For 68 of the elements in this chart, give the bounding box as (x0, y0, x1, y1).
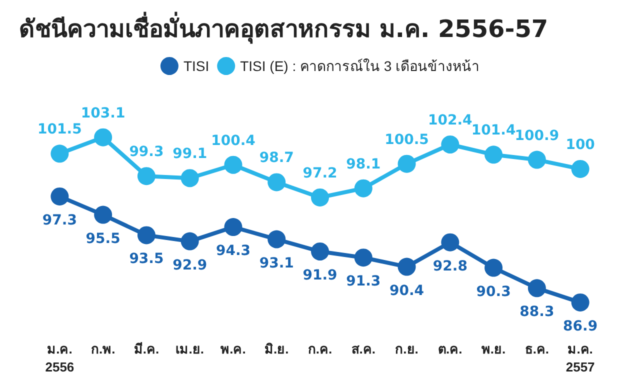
x-tick-label: ก.ค. (308, 342, 332, 356)
data-label: 97.3 (42, 212, 77, 228)
point (50, 187, 69, 206)
data-label: 101.4 (471, 122, 516, 139)
chart-title: ดัชนีความเชื่อมั่นภาคอุตสาหกรรม ม.ค. 2556-57 (19, 11, 548, 45)
point (180, 169, 199, 188)
point (180, 232, 199, 250)
legend-label: TISI (183, 58, 210, 74)
data-label: 98.7 (259, 150, 294, 166)
data-label: 93.1 (259, 255, 294, 272)
point (268, 173, 286, 192)
x-tick-label: พ.ย. (481, 342, 506, 356)
point (94, 128, 112, 146)
data-label: 91.9 (302, 267, 338, 284)
x-tick-label: ส.ค. (351, 342, 376, 356)
data-label: 100 (566, 136, 596, 153)
point (50, 144, 69, 163)
point (528, 279, 546, 298)
data-label: 103.1 (80, 105, 126, 122)
x-tick-label: ม.ค. 2557 (566, 342, 595, 374)
data-label: 100.9 (514, 128, 560, 144)
point (354, 248, 372, 267)
data-label: 98.1 (346, 156, 381, 172)
point (398, 154, 416, 173)
data-label: 92.9 (172, 257, 208, 274)
data-label: 97.2 (302, 165, 338, 182)
point (311, 188, 329, 206)
point (224, 156, 242, 174)
x-tick-label: พ.ค. (220, 342, 246, 356)
data-label: 100.4 (211, 132, 256, 149)
data-label: 95.5 (86, 230, 120, 247)
x-tick-label: เม.ย. (176, 342, 204, 356)
point (484, 146, 503, 164)
point (571, 160, 590, 178)
data-label: 100.5 (384, 132, 429, 148)
x-tick-label: ก.ย. (395, 342, 418, 356)
data-label: 93.5 (129, 251, 164, 268)
data-label: 102.4 (428, 112, 473, 128)
point (137, 167, 156, 186)
point (224, 218, 242, 236)
x-tick-label: มิ.ย. (264, 342, 289, 356)
point (354, 179, 372, 198)
data-label: 91.3 (346, 274, 381, 290)
x-tick-label: ม.ค. 2556 (45, 342, 74, 374)
data-label: 90.4 (389, 282, 424, 299)
x-tick-label: ก.พ. (90, 342, 116, 356)
point (398, 258, 416, 276)
point (484, 258, 503, 277)
legend-label: TISI (E) : คาดการณ์ใน 3 เดือนข้างหน้า (240, 58, 480, 74)
data-label: 99.1 (172, 146, 208, 162)
x-tick-label: ธ.ค. (524, 342, 550, 356)
data-label: 94.3 (216, 243, 251, 260)
point (311, 242, 329, 260)
data-label: 88.3 (520, 304, 554, 320)
point (441, 233, 460, 252)
point (441, 136, 460, 154)
point (571, 293, 590, 312)
x-tick-label: มี.ค. (134, 342, 160, 356)
point (94, 206, 112, 224)
data-label: 99.3 (129, 144, 164, 160)
point (268, 230, 286, 248)
data-label: 92.8 (432, 258, 468, 274)
point (528, 150, 546, 169)
data-label: 101.5 (38, 122, 82, 138)
data-label: 90.3 (476, 284, 511, 300)
x-tick-label: ต.ค. (438, 342, 462, 356)
point (137, 226, 156, 244)
data-label: 86.9 (563, 318, 598, 334)
